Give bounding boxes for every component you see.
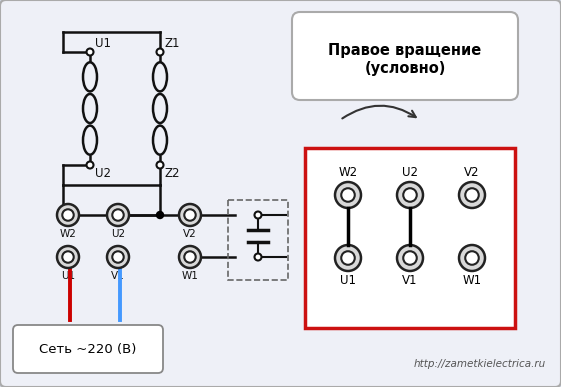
Text: W2: W2 [338,166,357,179]
Text: Сеть ~220 (В): Сеть ~220 (В) [39,342,137,356]
Bar [305,148,515,328]
Circle shape [157,212,163,219]
Text: Z1: Z1 [165,37,181,50]
Circle shape [179,246,201,268]
Circle shape [459,245,485,271]
Circle shape [341,251,355,265]
Text: V2: V2 [465,166,480,179]
Circle shape [62,251,73,263]
Text: http://zametkielectrica.ru: http://zametkielectrica.ru [414,359,546,369]
Circle shape [465,188,479,202]
Circle shape [341,188,355,202]
Circle shape [255,212,261,219]
Circle shape [107,204,129,226]
Text: U1: U1 [95,37,111,50]
Text: U2: U2 [111,229,125,239]
FancyArrowPatch shape [342,106,416,118]
Text: Z2: Z2 [165,167,181,180]
Circle shape [459,182,485,208]
Text: U1: U1 [61,271,75,281]
Circle shape [107,246,129,268]
Circle shape [57,246,79,268]
Text: U2: U2 [402,166,418,179]
Circle shape [157,161,163,168]
Circle shape [184,251,196,263]
Text: U2: U2 [95,167,111,180]
Text: W2: W2 [59,229,76,239]
Circle shape [397,182,423,208]
FancyBboxPatch shape [13,325,163,373]
Text: (условно): (условно) [364,60,445,75]
Text: V2: V2 [183,229,197,239]
Circle shape [62,209,73,221]
Circle shape [86,48,94,55]
Circle shape [184,209,196,221]
Text: V1: V1 [111,271,125,281]
FancyBboxPatch shape [292,12,518,100]
Circle shape [465,251,479,265]
Circle shape [403,251,417,265]
Circle shape [397,245,423,271]
Circle shape [157,48,163,55]
Text: V1: V1 [402,274,418,287]
Bar [228,200,288,280]
Circle shape [179,204,201,226]
Circle shape [86,161,94,168]
Text: Правое вращение: Правое вращение [328,43,482,58]
Circle shape [57,204,79,226]
Circle shape [335,182,361,208]
Circle shape [255,253,261,260]
Circle shape [112,251,124,263]
Circle shape [403,188,417,202]
Circle shape [112,209,124,221]
Circle shape [335,245,361,271]
Text: W1: W1 [182,271,199,281]
Text: W1: W1 [462,274,481,287]
Text: U1: U1 [340,274,356,287]
